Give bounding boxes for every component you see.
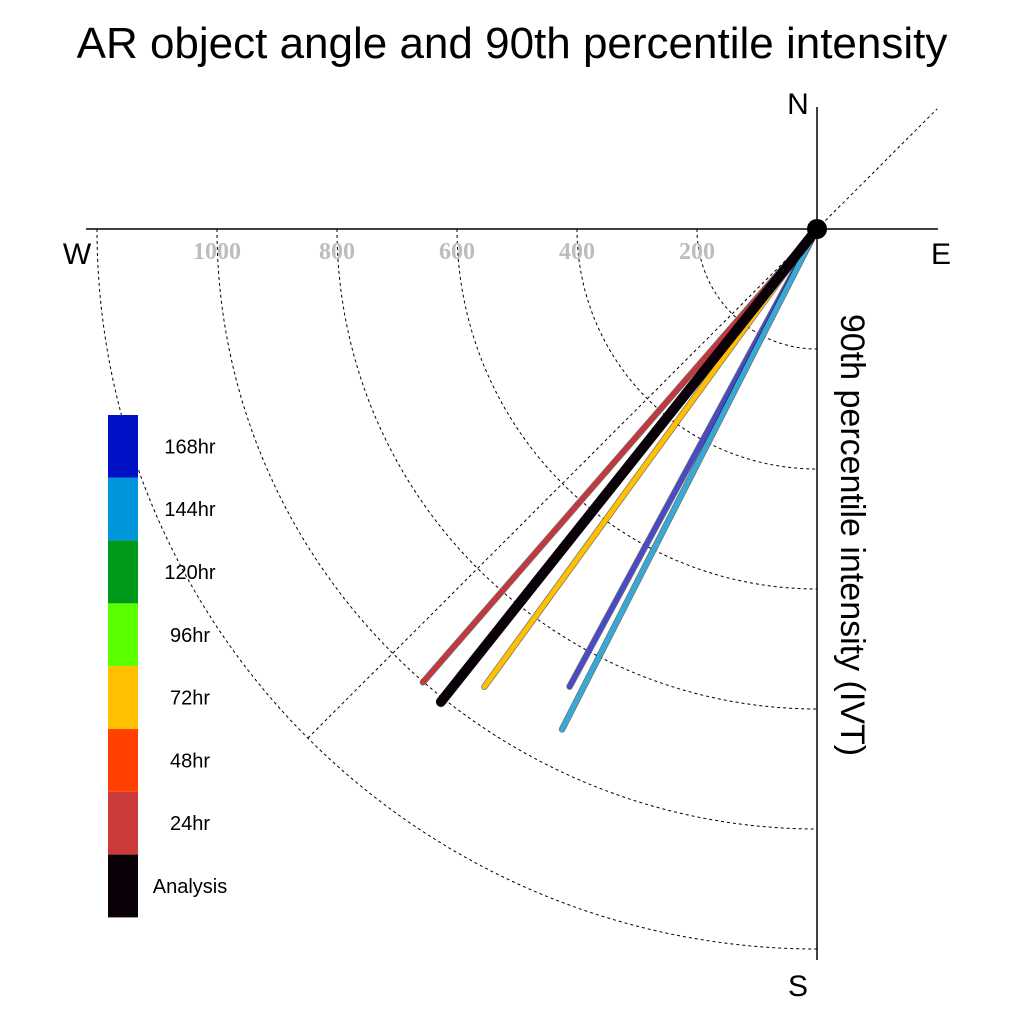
grid-arc-400 <box>576 228 818 470</box>
legend-label-24hr: 24hr <box>170 813 210 835</box>
intensity-axis-label: 90th percentile intensity (IVT) <box>833 314 871 756</box>
legend-label-168hr: 168hr <box>164 436 215 458</box>
legend-swatch-72hr <box>108 666 138 729</box>
legend-label-analysis: Analysis <box>153 876 227 898</box>
legend-swatch-144hr <box>108 477 138 541</box>
series-line-144hr <box>559 226 820 732</box>
grid-arc-1000 <box>216 228 818 830</box>
tick-label-400: 400 <box>559 239 595 265</box>
legend-label-48hr: 48hr <box>170 750 210 772</box>
legend-swatch-48hr <box>108 729 138 792</box>
legend-label-144hr: 144hr <box>164 499 215 521</box>
legend-label-72hr: 72hr <box>170 688 210 710</box>
series-line-analysis <box>435 224 822 707</box>
tick-label-800: 800 <box>319 239 355 265</box>
legend-swatch-120hr <box>108 540 138 604</box>
legend-label-120hr: 120hr <box>164 562 215 584</box>
east-label: E <box>931 238 951 271</box>
legend-label-96hr: 96hr <box>170 625 210 647</box>
tick-label-1000: 1000 <box>193 239 241 265</box>
legend-swatch-analysis <box>108 854 138 918</box>
north-label: N <box>787 88 809 121</box>
radial-tick-labels: 200 400 600 800 1000 <box>193 239 715 265</box>
tick-label-600: 600 <box>439 239 475 265</box>
grid-arc-600 <box>456 228 818 590</box>
chart-title: AR object angle and 90th percentile inte… <box>77 19 948 68</box>
west-label: W <box>63 238 92 271</box>
tick-label-200: 200 <box>679 239 715 265</box>
grid-arc-200 <box>696 228 818 350</box>
origin-marker <box>807 219 827 239</box>
reference-diagonal <box>307 108 938 739</box>
legend-swatch-168hr <box>108 415 138 478</box>
legend-swatch-96hr <box>108 603 138 667</box>
south-label: S <box>788 970 808 1003</box>
legend: 168hr 144hr 120hr 96hr 72hr 48hr 24hr Analysis <box>108 415 227 918</box>
legend-swatch-24hr <box>108 791 138 855</box>
series-lines <box>419 224 822 733</box>
radial-grid <box>96 108 938 950</box>
